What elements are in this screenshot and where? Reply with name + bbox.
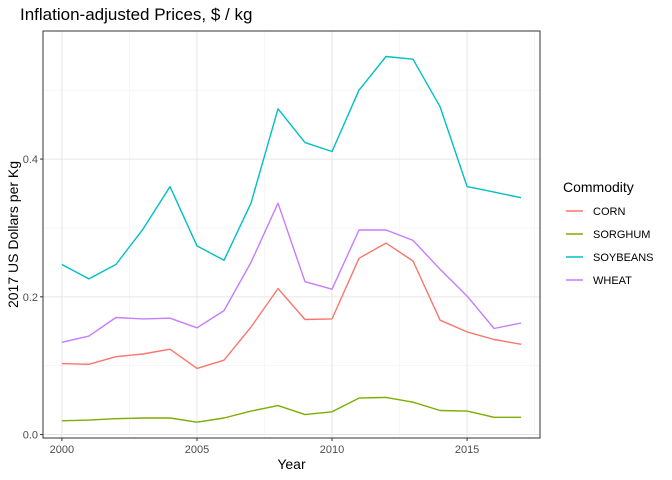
x-tick-label: 2010 [320, 444, 344, 456]
plot-panel [42, 30, 541, 439]
y-tick-label: 0.0 [23, 430, 38, 442]
x-tick-label: 2015 [455, 444, 479, 456]
legend-label-soybeans: SOYBEANS [593, 252, 654, 264]
series-line-sorghum [61, 396, 522, 423]
legend-label-corn: CORN [593, 206, 625, 218]
x-tick-label: 2000 [50, 444, 74, 456]
legend: Commodity CORN SORGHUM SOYBEANS WHEAT [563, 179, 654, 287]
x-axis-title: Year [277, 456, 306, 472]
y-tick-label: 0.4 [23, 154, 38, 166]
legend-label-wheat: WHEAT [593, 275, 632, 287]
y-axis-title: 2017 US Dollars per Kg [5, 161, 21, 308]
legend-title: Commodity [563, 179, 634, 195]
series-line-wheat [61, 202, 522, 343]
x-tick-label: 2005 [185, 444, 209, 456]
x-axis: 2000 2005 2010 2015 [50, 438, 479, 456]
y-tick-label: 0.2 [23, 292, 38, 304]
legend-label-sorghum: SORGHUM [593, 229, 650, 241]
series-lines [61, 55, 522, 423]
chart-title: Inflation-adjusted Prices, $ / kg [20, 5, 252, 24]
series-line-corn [61, 242, 522, 370]
y-axis: 0.0 0.2 0.4 [23, 154, 43, 442]
series-line-soybeans [61, 55, 522, 280]
grid [43, 31, 540, 438]
